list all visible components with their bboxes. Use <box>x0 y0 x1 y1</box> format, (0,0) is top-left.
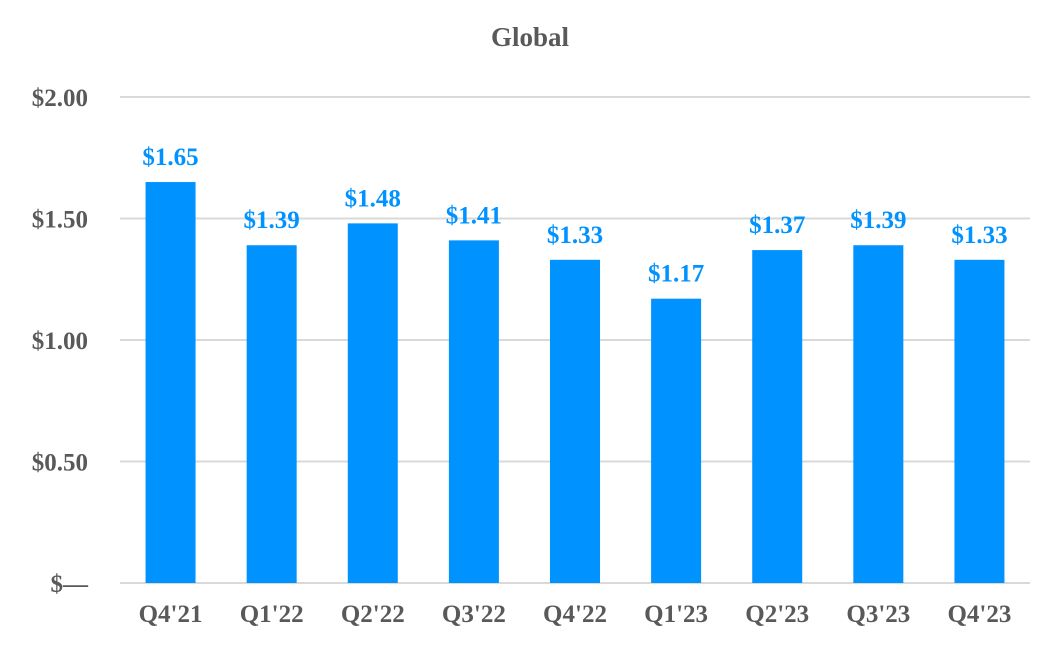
bar <box>145 182 196 584</box>
y-tick-label: $— <box>51 571 90 598</box>
x-tick-label: Q4'21 <box>139 601 203 628</box>
bar <box>246 245 297 584</box>
x-tick-label: Q1'23 <box>644 601 708 628</box>
y-tick-label: $2.00 <box>32 85 88 112</box>
y-tick-label: $1.50 <box>32 207 88 234</box>
data-label: $1.33 <box>951 222 1007 249</box>
x-tick-label: Q2'23 <box>745 601 809 628</box>
bar <box>954 259 1005 583</box>
data-label: $1.39 <box>244 207 300 234</box>
data-label: $1.33 <box>547 222 603 249</box>
x-tick-label: Q3'22 <box>442 601 506 628</box>
bar <box>752 250 803 583</box>
data-label: $1.65 <box>142 144 198 171</box>
y-axis-tick-labels: $— $0.50 $1.00 $1.50 $2.00 <box>32 85 89 598</box>
y-tick-label: $0.50 <box>32 450 88 477</box>
chart-title: Global <box>490 22 570 52</box>
data-labels: $1.65 $1.39 $1.48 $1.41 $1.33 $1.17 $1.37 $1.39… <box>142 144 1007 288</box>
data-label: $1.48 <box>345 185 401 212</box>
data-label: $1.17 <box>648 261 704 288</box>
data-label: $1.37 <box>749 212 805 239</box>
x-tick-label: Q1'22 <box>240 601 304 628</box>
x-tick-label: Q3'23 <box>846 601 910 628</box>
x-tick-label: Q4'22 <box>543 601 607 628</box>
x-tick-label: Q4'23 <box>947 601 1011 628</box>
x-axis-tick-labels: Q4'21 Q1'22 Q2'22 Q3'22 Q4'22 Q1'23 Q2'23 Q3'23… <box>139 601 1012 628</box>
bars <box>145 182 1005 584</box>
bar <box>550 259 600 583</box>
bar <box>448 240 499 583</box>
bar <box>347 223 398 584</box>
y-tick-label: $1.00 <box>32 328 88 355</box>
data-label: $1.41 <box>446 202 502 229</box>
x-tick-label: Q2'22 <box>341 601 405 628</box>
data-label: $1.39 <box>850 207 906 234</box>
bar <box>651 298 702 583</box>
bar <box>853 245 904 584</box>
